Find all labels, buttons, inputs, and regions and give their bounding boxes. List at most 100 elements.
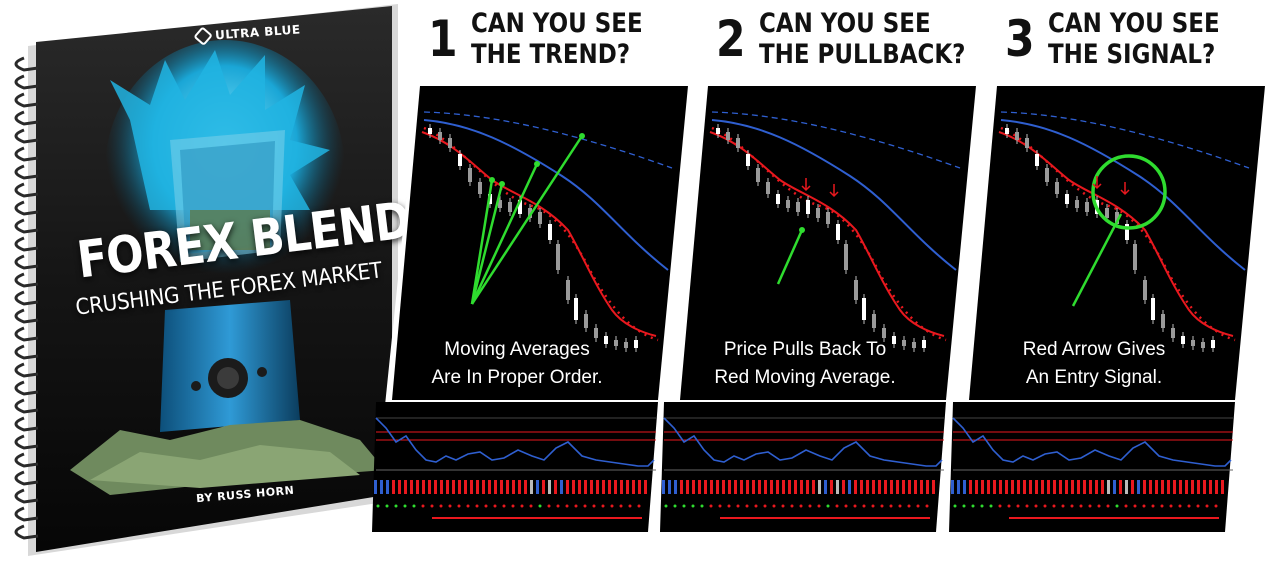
price-candle [882, 328, 886, 338]
price-candle [716, 128, 720, 134]
dotted-ma-line [423, 126, 659, 342]
step-title-line2: THE PULLBACK? [758, 39, 966, 70]
price-candle [528, 208, 532, 218]
signal-dot [727, 504, 731, 508]
step-title: CAN YOU SEE THE TREND? [471, 8, 643, 70]
signal-bar [854, 480, 857, 494]
step-number: 3 [1005, 10, 1035, 68]
signal-dot [835, 504, 839, 508]
forex-chart [949, 84, 1265, 532]
price-candle [1211, 340, 1215, 348]
signal-bar [734, 480, 737, 494]
signal-dot [502, 504, 506, 508]
price-candle [614, 340, 618, 346]
signal-bar [1173, 480, 1176, 494]
signal-dot [475, 504, 479, 508]
step-title: CAN YOU SEE THE PULLBACK? [759, 8, 965, 70]
signal-bar [722, 480, 725, 494]
signal-bar [608, 480, 611, 494]
signal-dot [1142, 504, 1146, 508]
step-caption: Red Arrow Gives An Entry Signal. [949, 336, 1239, 392]
green-arrow [470, 183, 504, 305]
signal-bar [860, 480, 863, 494]
signal-dot [574, 504, 578, 508]
price-chart-area [392, 86, 688, 400]
oscillator-line [952, 417, 1232, 467]
price-candle [844, 244, 848, 270]
signal-bar [632, 480, 635, 494]
signal-bar [914, 480, 917, 494]
signal-dot [817, 504, 821, 508]
signal-dot [862, 504, 866, 508]
signal-dot [394, 504, 398, 508]
price-candle [518, 200, 522, 214]
price-candle [458, 154, 462, 166]
signal-dot [412, 504, 416, 508]
signal-bar [1215, 480, 1218, 494]
signal-dot [745, 504, 749, 508]
signal-bar [380, 480, 383, 494]
price-candle [892, 336, 896, 344]
signal-bar [800, 480, 803, 494]
caption-line2: Are In Proper Order. [431, 367, 603, 388]
price-candle [786, 200, 790, 208]
green-arrowhead [799, 227, 805, 233]
signal-bar [758, 480, 761, 494]
signal-bar [764, 480, 767, 494]
signal-bar [770, 480, 773, 494]
green-arrow [1071, 213, 1123, 307]
price-candle [872, 314, 876, 328]
signal-bar [716, 480, 719, 494]
signal-dot [953, 504, 957, 508]
signal-dot [664, 504, 668, 508]
caption-line1: Red Arrow Gives [1022, 339, 1166, 360]
signal-bar [872, 480, 875, 494]
signal-bar [1065, 480, 1068, 494]
signal-bar [884, 480, 887, 494]
signal-bar [1209, 480, 1212, 494]
signal-dot [916, 504, 920, 508]
signal-bar [728, 480, 731, 494]
price-candle [736, 138, 740, 148]
signal-dot [853, 504, 857, 508]
signal-bar [638, 480, 641, 494]
signal-bar [788, 480, 791, 494]
green-arrowhead [534, 161, 540, 167]
fast-ma-line [709, 131, 945, 337]
signal-bar [536, 480, 539, 494]
signal-dot [971, 504, 975, 508]
signal-dot [826, 504, 830, 508]
caption-line2: Red Moving Average. [714, 367, 896, 388]
signal-bar [620, 480, 623, 494]
signal-bar [476, 480, 479, 494]
signal-bar [446, 480, 449, 494]
price-candle [548, 224, 552, 240]
signal-dot [772, 504, 776, 508]
signal-bar [572, 480, 575, 494]
signal-bar [584, 480, 587, 494]
signal-bar [830, 480, 833, 494]
price-candle [776, 194, 780, 204]
price-candle [508, 202, 512, 212]
price-candle [826, 212, 830, 224]
dotted-ma-line [1000, 126, 1236, 342]
step-title-line1: CAN YOU SEE [1047, 8, 1220, 39]
signal-bar [836, 480, 839, 494]
signal-dot [844, 504, 848, 508]
price-candle [478, 182, 482, 194]
price-candle [902, 340, 906, 346]
price-chart-area [969, 86, 1265, 400]
price-candle [1133, 244, 1137, 270]
signal-bar [1107, 480, 1110, 494]
signal-dot [889, 504, 893, 508]
signal-dot [1079, 504, 1083, 508]
signal-bar [806, 480, 809, 494]
signal-bar [1005, 480, 1008, 494]
red-signal-arrow [1120, 182, 1130, 196]
signal-dot [1178, 504, 1182, 508]
indicator-pane [372, 402, 658, 532]
signal-bar [866, 480, 869, 494]
signal-bar [1143, 480, 1146, 494]
signal-bar [566, 480, 569, 494]
price-candle [1075, 200, 1079, 208]
